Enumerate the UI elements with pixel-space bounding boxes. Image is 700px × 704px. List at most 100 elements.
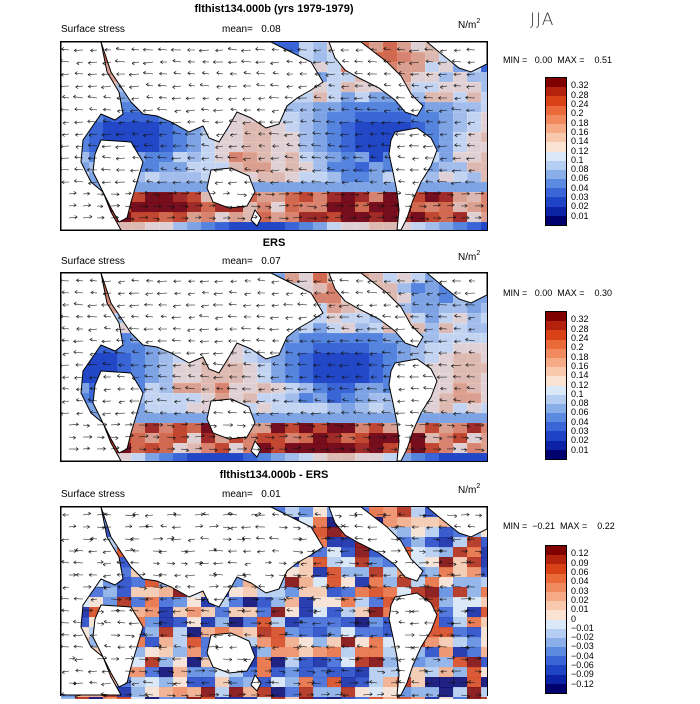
field-cell (187, 637, 202, 648)
field-cell (453, 353, 468, 364)
field-cell (159, 443, 174, 454)
field-cell (383, 577, 398, 588)
colorbar-swatch (546, 349, 566, 358)
field-cell (243, 373, 258, 384)
field-cell (327, 102, 342, 113)
colorbar-swatch (546, 96, 566, 105)
field-cell (425, 547, 440, 558)
field-cell (229, 212, 244, 223)
field-cell (341, 102, 356, 113)
field-cell (467, 222, 482, 230)
field-cell (313, 433, 328, 444)
field-cell (187, 373, 202, 384)
field-cell (201, 697, 216, 699)
field-cell (481, 403, 487, 414)
field-cell (453, 423, 468, 434)
field-cell (425, 222, 440, 230)
field-cell (327, 647, 342, 658)
field-cell (481, 112, 487, 123)
colorbar-swatch (546, 638, 566, 647)
field-cell (299, 507, 314, 518)
field-cell (271, 202, 286, 213)
field-cell (355, 222, 370, 230)
field-cell (313, 577, 328, 588)
field-cell (453, 182, 468, 193)
field-cell (439, 667, 454, 678)
colorbar-swatch (546, 106, 566, 115)
field-cell (313, 182, 328, 193)
field-cell (271, 212, 286, 223)
field-cell (481, 212, 487, 223)
field-cell (453, 323, 468, 334)
field-cell (341, 122, 356, 133)
field-cell (313, 453, 328, 461)
field-cell (355, 557, 370, 568)
field-cell (467, 132, 482, 143)
field-cell (243, 617, 258, 628)
mean-readout: mean= 0.07 (222, 256, 281, 267)
field-cell (173, 617, 188, 628)
field-cell (257, 423, 272, 434)
field-cell (355, 697, 370, 699)
field-cell (299, 627, 314, 638)
field-cell (159, 172, 174, 183)
field-cell (187, 647, 202, 658)
field-cell (173, 152, 188, 163)
field-cell (481, 393, 487, 404)
field-cell (173, 182, 188, 193)
colorbar-swatch (546, 431, 566, 440)
field-cell (215, 697, 230, 699)
field-cell (341, 547, 356, 558)
field-cell (411, 453, 426, 461)
field-cell (383, 433, 398, 444)
colorbar-swatch (546, 647, 566, 656)
field-cell (257, 403, 272, 414)
field-cell (271, 142, 286, 153)
field-cell (243, 383, 258, 394)
field-cell (131, 433, 146, 444)
field-cell (327, 607, 342, 618)
field-cell (201, 433, 216, 444)
field-cell (159, 697, 174, 699)
field-cell (397, 293, 412, 304)
panel-title: flthist134.000b - ERS (60, 469, 488, 481)
field-cell (327, 72, 342, 83)
field-cell (173, 657, 188, 668)
field-cell (369, 577, 384, 588)
field-cell (131, 697, 146, 699)
field-cell (313, 657, 328, 668)
field-cell (187, 172, 202, 183)
colorbar-swatch (546, 441, 566, 450)
field-cell (481, 627, 487, 638)
field-cell (215, 443, 230, 454)
field-cell (243, 697, 258, 699)
field-cell (159, 453, 174, 461)
field-cell (341, 212, 356, 223)
field-cell (369, 433, 384, 444)
field-cell (341, 453, 356, 461)
field-cell (341, 162, 356, 173)
field-cell (187, 222, 202, 230)
field-cell (341, 132, 356, 143)
field-cell (257, 383, 272, 394)
field-cell (341, 677, 356, 688)
field-cell (173, 162, 188, 173)
field-cell (411, 667, 426, 678)
field-cell (131, 222, 146, 230)
map-svg (61, 42, 487, 230)
field-cell (271, 627, 286, 638)
field-cell (271, 453, 286, 461)
colorbar-swatch (546, 546, 566, 555)
field-cell (467, 112, 482, 123)
colorbar-swatch (546, 629, 566, 638)
field-cell (159, 162, 174, 173)
field-cell (411, 72, 426, 83)
field-cell (173, 453, 188, 461)
field-cell (285, 687, 300, 698)
field-cell (159, 617, 174, 628)
colorbar-swatch (546, 179, 566, 188)
field-cell (327, 423, 342, 434)
field-cell (271, 403, 286, 414)
field-cell (369, 363, 384, 374)
field-cell (229, 353, 244, 364)
